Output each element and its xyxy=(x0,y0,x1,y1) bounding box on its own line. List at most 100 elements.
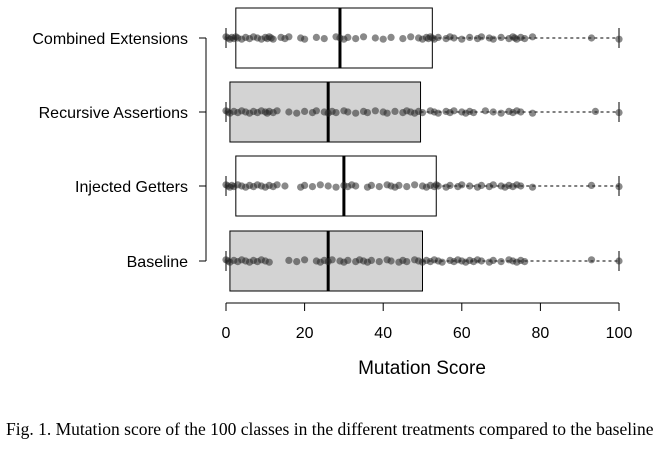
data-point-combined-extensions xyxy=(301,35,309,43)
data-point-recursive-assertions xyxy=(344,108,352,116)
data-point-injected-getters xyxy=(273,181,281,189)
data-point-recursive-assertions xyxy=(285,108,293,116)
data-point-injected-getters xyxy=(411,181,419,189)
data-point-injected-getters xyxy=(528,183,537,191)
data-point-baseline xyxy=(615,257,623,265)
x-tick-label-60: 60 xyxy=(453,325,471,342)
data-point-injected-getters xyxy=(281,182,289,190)
data-point-combined-extensions xyxy=(615,35,623,43)
data-point-combined-extensions xyxy=(352,35,360,43)
data-point-injected-getters xyxy=(434,182,442,190)
data-point-baseline xyxy=(438,258,446,266)
data-point-recursive-assertions xyxy=(489,108,497,116)
data-point-recursive-assertions xyxy=(301,107,309,115)
data-point-injected-getters xyxy=(332,183,340,191)
data-point-baseline xyxy=(344,256,352,264)
data-point-combined-extensions xyxy=(434,33,442,42)
data-point-injected-getters xyxy=(615,183,623,191)
data-point-combined-extensions xyxy=(477,33,486,41)
data-point-recursive-assertions xyxy=(371,107,379,115)
data-point-combined-extensions xyxy=(458,35,466,43)
data-point-injected-getters xyxy=(316,181,324,189)
data-point-combined-extensions xyxy=(269,35,277,43)
x-tick-label-0: 0 xyxy=(222,325,231,342)
data-point-injected-getters xyxy=(403,183,411,191)
data-point-recursive-assertions xyxy=(352,109,360,117)
data-point-injected-getters xyxy=(375,183,383,191)
data-point-injected-getters xyxy=(517,182,525,190)
data-point-recursive-assertions xyxy=(391,107,399,115)
data-point-recursive-assertions xyxy=(591,107,600,115)
data-point-combined-extensions xyxy=(528,33,537,41)
data-point-recursive-assertions xyxy=(293,109,301,117)
data-point-injected-getters xyxy=(367,181,376,189)
data-point-baseline xyxy=(328,256,336,264)
data-point-baseline xyxy=(265,258,273,266)
category-label-recursive-assertions: Recursive Assertions xyxy=(39,105,188,122)
data-point-combined-extensions xyxy=(285,33,293,41)
data-point-combined-extensions xyxy=(466,33,474,42)
data-point-injected-getters xyxy=(458,181,466,189)
x-tick-label-80: 80 xyxy=(532,325,550,342)
data-point-injected-getters xyxy=(446,181,454,189)
data-point-baseline xyxy=(285,256,293,264)
data-point-combined-extensions xyxy=(359,33,368,41)
data-point-baseline xyxy=(301,256,309,264)
data-point-recursive-assertions xyxy=(273,107,281,115)
data-point-injected-getters xyxy=(301,181,309,189)
data-point-injected-getters xyxy=(477,181,486,189)
data-point-baseline xyxy=(367,256,376,264)
data-point-injected-getters xyxy=(324,182,332,190)
data-point-combined-extensions xyxy=(312,33,320,42)
data-point-recursive-assertions xyxy=(363,109,372,117)
data-point-recursive-assertions xyxy=(332,109,340,117)
data-point-baseline xyxy=(521,258,529,266)
data-point-baseline xyxy=(403,258,411,266)
data-point-injected-getters xyxy=(489,181,497,189)
data-point-baseline xyxy=(587,256,596,264)
data-point-injected-getters xyxy=(308,183,317,191)
data-point-recursive-assertions xyxy=(469,109,478,117)
data-point-combined-extensions xyxy=(371,34,379,42)
x-axis-title: Mutation Score xyxy=(358,358,486,379)
data-point-injected-getters xyxy=(587,181,596,189)
category-label-baseline: Baseline xyxy=(127,254,188,271)
category-label-combined-extensions: Combined Extensions xyxy=(32,31,188,48)
category-label-injected-getters: Injected Getters xyxy=(75,179,188,196)
data-point-recursive-assertions xyxy=(450,107,458,115)
data-point-injected-getters xyxy=(352,182,360,190)
data-point-recursive-assertions xyxy=(497,109,505,117)
data-point-combined-extensions xyxy=(399,35,407,43)
figure-caption: Fig. 1. Mutation score of the 100 classe… xyxy=(6,419,654,439)
data-point-combined-extensions xyxy=(521,35,529,43)
data-point-baseline xyxy=(477,257,486,265)
data-point-baseline xyxy=(375,258,383,266)
x-tick-label-20: 20 xyxy=(296,325,314,342)
x-tick-label-100: 100 xyxy=(606,325,633,342)
data-point-recursive-assertions xyxy=(418,109,427,117)
data-point-combined-extensions xyxy=(450,34,458,42)
data-point-combined-extensions xyxy=(587,34,596,42)
data-point-recursive-assertions xyxy=(312,107,320,115)
data-point-recursive-assertions xyxy=(615,109,623,117)
data-point-combined-extensions xyxy=(320,35,328,43)
data-point-recursive-assertions xyxy=(383,109,391,117)
data-point-combined-extensions xyxy=(407,33,415,41)
data-point-combined-extensions xyxy=(387,33,395,42)
data-point-recursive-assertions xyxy=(481,107,489,115)
data-point-baseline xyxy=(293,258,301,266)
data-point-injected-getters xyxy=(466,182,474,190)
boxplot-chart: Combined Extensions Recursive Assertions I… xyxy=(32,7,633,379)
data-point-recursive-assertions xyxy=(528,109,537,117)
data-point-combined-extensions xyxy=(344,33,352,42)
data-point-injected-getters xyxy=(395,181,403,189)
data-point-recursive-assertions xyxy=(517,108,525,116)
data-point-baseline xyxy=(497,258,505,266)
data-point-combined-extensions xyxy=(379,35,387,43)
data-point-baseline xyxy=(489,256,497,264)
data-point-baseline xyxy=(387,257,395,265)
data-point-combined-extensions xyxy=(489,35,497,43)
x-tick-label-40: 40 xyxy=(374,325,392,342)
data-point-combined-extensions xyxy=(497,33,505,42)
data-point-recursive-assertions xyxy=(434,109,442,117)
